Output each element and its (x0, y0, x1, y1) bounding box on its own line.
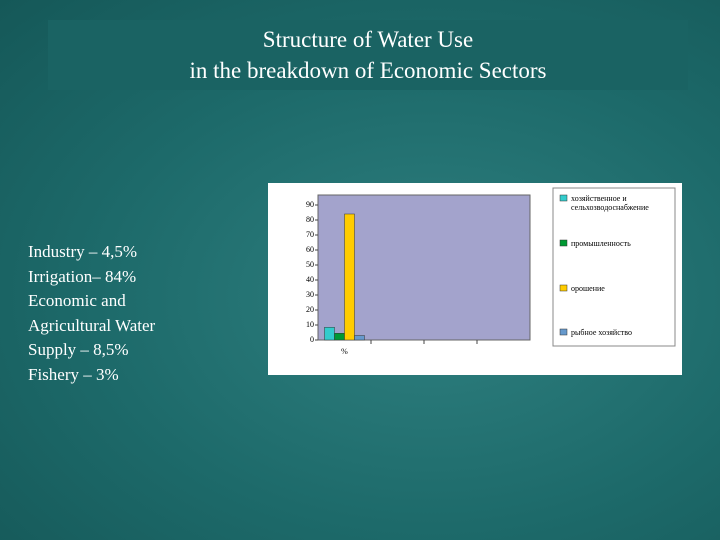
legend-label: промышленность (571, 239, 631, 248)
chart-svg: 0 10 20 30 40 50 60 70 80 90% (306, 187, 676, 356)
bar (334, 333, 345, 341)
y-tick-label: 60 (306, 245, 314, 254)
text-line: Agricultural Water (28, 315, 156, 335)
bar (324, 327, 335, 341)
text-line: Economic and (28, 291, 126, 310)
chart: 0 10 20 30 40 50 60 70 80 90% хозяйственное и сел… (268, 183, 682, 375)
y-tick-label: 90 (306, 200, 314, 209)
text-line: Irrigation– 84% (28, 266, 137, 286)
bar (354, 335, 365, 341)
legend-label: рыбное хозяйство (571, 328, 632, 337)
text-line: Fishery – 3% (28, 364, 119, 384)
text-line: Supply – 8,5% (28, 340, 129, 359)
legend-swatch (559, 194, 568, 202)
x-tick-label: % (341, 347, 348, 356)
y-tick-label: 40 (306, 275, 314, 284)
y-tick-label: 20 (306, 305, 314, 314)
legend-swatch (559, 284, 568, 292)
y-tick-label: 30 (306, 290, 314, 299)
title-line: Structure of Water Use (262, 27, 474, 52)
text-line: Industry – 4,5% (28, 242, 138, 261)
legend-swatch (559, 328, 568, 336)
legend-swatch (559, 239, 568, 247)
bar (344, 213, 355, 341)
slide-title: Structure of Water Use in the breakdown … (48, 20, 688, 90)
y-tick-label: 10 (306, 320, 314, 329)
legend-label: хозяйственное и сельхозводоснабжение (571, 194, 649, 212)
y-tick-label: 0 (310, 335, 314, 344)
y-tick-label: 50 (306, 260, 314, 269)
y-tick-label: 80 (306, 215, 314, 224)
legend-box (552, 187, 676, 347)
text-block: Industry – 4,5% Irrigation– 84% Economic a… (28, 240, 155, 387)
y-tick-label: 70 (306, 230, 314, 239)
legend-label: орошение (571, 284, 605, 293)
title-line: in the breakdown of Economic Sectors (189, 58, 547, 83)
